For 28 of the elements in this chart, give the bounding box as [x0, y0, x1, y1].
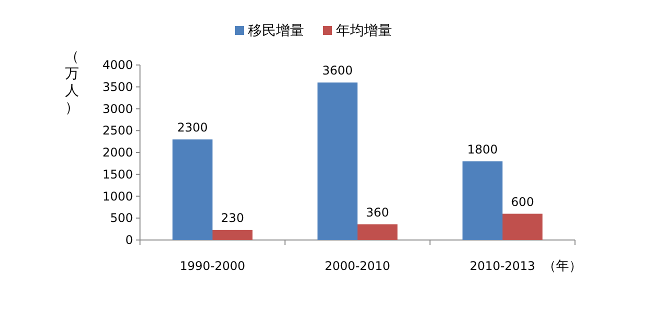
data-label: 1800 [467, 142, 498, 156]
y-tick-label: 3000 [102, 102, 133, 116]
data-label: 360 [366, 205, 389, 220]
data-label: 600 [511, 194, 534, 209]
bar [462, 161, 502, 240]
data-label: 3600 [322, 64, 353, 78]
y-tick-label: 1500 [102, 167, 133, 182]
bar [502, 214, 542, 240]
x-tick-label: 2000-2010 [324, 259, 390, 273]
data-label: 2300 [177, 120, 208, 134]
data-label: 230 [221, 210, 244, 225]
y-tick-label: 2500 [102, 124, 133, 138]
y-axis-title: （万人） [65, 49, 79, 116]
x-tick-label: 1990-2000 [180, 259, 246, 273]
x-tick-label: 2010-2013 [470, 259, 536, 273]
bar [318, 82, 358, 240]
bar [358, 224, 398, 240]
y-tick-label: 1000 [102, 189, 133, 204]
y-tick-label: 0 [125, 233, 133, 247]
bar [212, 230, 252, 240]
x-axis-title: （年） [543, 259, 582, 274]
y-tick-label: 2000 [102, 146, 133, 160]
y-tick-label: 4000 [102, 58, 133, 72]
legend-label: 年均增量 [336, 23, 392, 39]
y-tick-label: 3500 [102, 80, 133, 94]
bar [172, 139, 212, 240]
legend-label: 移民增量 [248, 23, 304, 39]
y-tick-label: 500 [110, 211, 133, 226]
